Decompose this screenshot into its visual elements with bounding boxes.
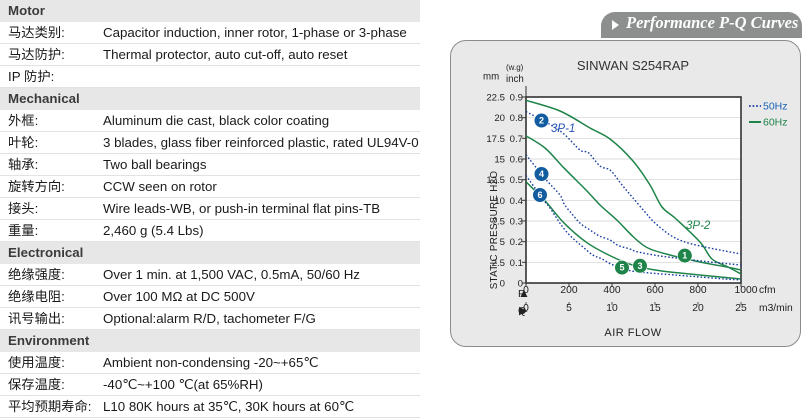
svg-text:STATIC PRESSURE H2O: STATIC PRESSURE H2O xyxy=(489,171,500,290)
svg-text:AIR FLOW: AIR FLOW xyxy=(604,327,661,339)
svg-text:1: 1 xyxy=(682,251,687,261)
svg-text:2: 2 xyxy=(539,116,544,126)
svg-text:3P-2: 3P-2 xyxy=(686,220,711,232)
svg-text:0.1: 0.1 xyxy=(510,258,523,269)
svg-text:17.5: 17.5 xyxy=(486,134,505,145)
svg-text:0: 0 xyxy=(500,279,505,290)
svg-text:▶: ▶ xyxy=(519,305,528,317)
svg-text:0.2: 0.2 xyxy=(510,237,523,248)
svg-text:6: 6 xyxy=(537,190,542,200)
svg-text:0.9: 0.9 xyxy=(510,93,523,104)
svg-text:5: 5 xyxy=(566,303,572,314)
svg-text:(w.g): (w.g) xyxy=(506,63,524,72)
svg-text:200: 200 xyxy=(560,285,577,296)
svg-text:0.3: 0.3 xyxy=(510,217,523,228)
svg-text:▲: ▲ xyxy=(518,286,530,300)
svg-text:800: 800 xyxy=(689,285,706,296)
svg-text:15: 15 xyxy=(649,303,661,314)
svg-text:3: 3 xyxy=(637,261,642,271)
svg-text:5: 5 xyxy=(619,263,624,273)
svg-text:1000: 1000 xyxy=(735,285,758,296)
svg-text:20: 20 xyxy=(494,113,505,124)
svg-text:600: 600 xyxy=(646,285,663,296)
svg-text:20: 20 xyxy=(692,303,704,314)
svg-text:400: 400 xyxy=(603,285,620,296)
svg-text:3P-1: 3P-1 xyxy=(551,123,575,135)
svg-text:5: 5 xyxy=(500,237,505,248)
svg-text:25: 25 xyxy=(735,303,747,314)
svg-text:0.7: 0.7 xyxy=(510,134,523,145)
svg-text:10: 10 xyxy=(606,303,618,314)
svg-text:50Hz: 50Hz xyxy=(763,101,788,113)
svg-text:4: 4 xyxy=(539,169,544,179)
svg-text:60Hz: 60Hz xyxy=(763,117,788,129)
svg-text:cfm: cfm xyxy=(759,285,776,296)
svg-text:15: 15 xyxy=(494,155,505,166)
svg-text:m3/min: m3/min xyxy=(759,303,793,314)
svg-text:22.5: 22.5 xyxy=(486,93,505,104)
svg-text:0.4: 0.4 xyxy=(510,196,524,207)
svg-text:mm: mm xyxy=(483,72,499,83)
svg-text:0.5: 0.5 xyxy=(510,175,523,186)
svg-text:0.6: 0.6 xyxy=(510,155,523,166)
svg-text:0.8: 0.8 xyxy=(510,113,523,124)
svg-text:inch: inch xyxy=(506,74,524,85)
svg-text:SINWAN S254RAP: SINWAN S254RAP xyxy=(577,58,689,73)
